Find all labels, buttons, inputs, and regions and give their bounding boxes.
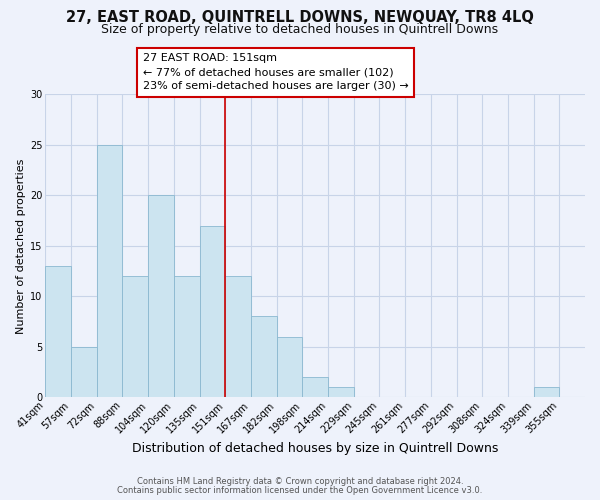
Bar [533,387,559,398]
Bar [148,196,174,398]
Bar [328,387,354,398]
Text: Contains public sector information licensed under the Open Government Licence v3: Contains public sector information licen… [118,486,482,495]
Bar [302,377,328,398]
Bar [225,276,251,398]
Bar [277,336,302,398]
Text: 27, EAST ROAD, QUINTRELL DOWNS, NEWQUAY, TR8 4LQ: 27, EAST ROAD, QUINTRELL DOWNS, NEWQUAY,… [66,10,534,25]
Bar [200,226,225,398]
Bar [122,276,148,398]
Bar [46,266,71,398]
Text: Contains HM Land Registry data © Crown copyright and database right 2024.: Contains HM Land Registry data © Crown c… [137,477,463,486]
Text: Size of property relative to detached houses in Quintrell Downs: Size of property relative to detached ho… [101,22,499,36]
Bar [251,316,277,398]
Y-axis label: Number of detached properties: Number of detached properties [16,158,26,334]
X-axis label: Distribution of detached houses by size in Quintrell Downs: Distribution of detached houses by size … [132,442,499,455]
Bar [97,145,122,398]
Text: 27 EAST ROAD: 151sqm
← 77% of detached houses are smaller (102)
23% of semi-deta: 27 EAST ROAD: 151sqm ← 77% of detached h… [143,54,408,92]
Bar [71,347,97,398]
Bar [174,276,200,398]
